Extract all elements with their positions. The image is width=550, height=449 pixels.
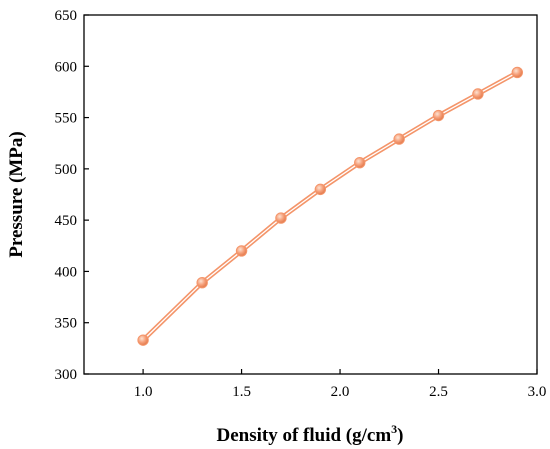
data-point — [393, 133, 405, 145]
data-point — [196, 277, 208, 289]
y-tick-label: 600 — [55, 59, 78, 75]
series-line-highlight — [142, 71, 518, 341]
y-axis-title: Pressure (MPa) — [6, 131, 27, 257]
y-tick-label: 450 — [55, 213, 78, 229]
data-point — [137, 334, 149, 346]
data-point — [314, 183, 327, 196]
data-point — [354, 157, 366, 169]
y-axis: 300 350 400 450 500 550 600 650 — [55, 8, 89, 383]
x-tick-label: 3.0 — [528, 384, 547, 400]
series-layer — [137, 66, 524, 346]
data-point — [472, 88, 484, 100]
x-tick-label: 1.5 — [232, 384, 251, 400]
data-point — [432, 109, 445, 122]
x-axis: 1.0 1.5 2.0 2.5 3.0 — [134, 369, 547, 400]
x-tick-label: 1.0 — [134, 384, 153, 400]
plot-frame — [83, 14, 538, 375]
data-point — [511, 66, 524, 79]
x-axis-title: Density of fluid (g/cm3) — [216, 422, 403, 446]
x-tick-label: 2.0 — [331, 384, 350, 400]
y-tick-label: 350 — [55, 316, 78, 332]
y-tick-label: 550 — [55, 111, 78, 127]
y-tick-label: 300 — [55, 367, 78, 383]
y-tick-label: 650 — [55, 8, 78, 24]
x-tick-label: 2.5 — [429, 384, 448, 400]
y-tick-label: 500 — [55, 162, 78, 178]
data-point — [275, 212, 287, 224]
y-tick-label: 400 — [55, 264, 78, 280]
series-line — [141, 70, 519, 342]
data-point — [235, 245, 248, 257]
